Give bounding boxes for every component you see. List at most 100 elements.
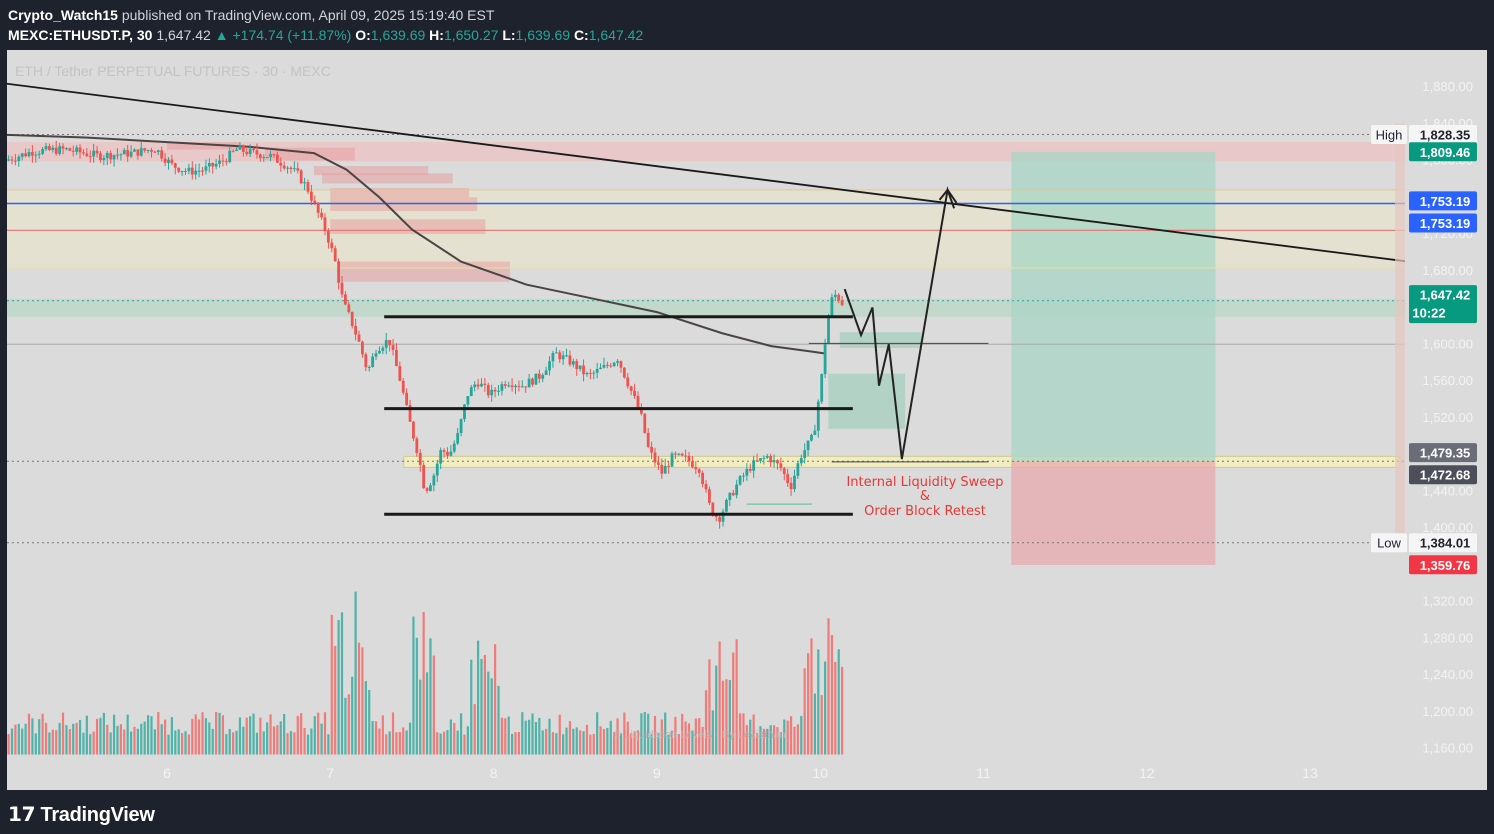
candle-body: [612, 362, 616, 367]
volume-bar: [476, 640, 480, 755]
volume-bar: [225, 734, 228, 755]
candle-body: [762, 457, 766, 459]
candle-body: [527, 378, 531, 388]
candle-body: [554, 352, 558, 354]
candle-body: [184, 170, 187, 172]
volume-bar: [511, 733, 514, 755]
volume-bar: [803, 668, 806, 755]
candle-body: [231, 150, 235, 152]
symbol-label[interactable]: MEXC:ETHUSDT.P, 30: [8, 27, 153, 43]
candle-body: [493, 389, 497, 392]
volume-bar: [456, 730, 459, 755]
volume-bar: [640, 713, 643, 755]
candle-body: [466, 396, 470, 405]
volume-bar: [653, 715, 657, 755]
volume-bar: [789, 716, 793, 755]
volume-bar: [109, 732, 112, 755]
footer-bar: ⁠𝟭𝟳 TradingView: [0, 790, 1494, 834]
volume-bar: [34, 733, 37, 755]
candle-body: [742, 475, 745, 477]
volume-bar: [150, 716, 153, 755]
volume-bar: [58, 722, 61, 755]
candle-body: [765, 456, 769, 458]
low-price-tag-bg: [1409, 533, 1477, 553]
volume-bar: [252, 713, 255, 755]
volume-bar: [650, 734, 653, 755]
volume-bar: [786, 720, 789, 755]
candle-body: [500, 384, 504, 391]
volume-bar: [728, 680, 731, 755]
volume-bar: [599, 726, 602, 755]
author-name[interactable]: Crypto_Watch15: [8, 7, 118, 23]
candle-body: [408, 405, 412, 422]
y-tick-label: 1,200.00: [1422, 704, 1473, 719]
candle-body: [51, 147, 55, 150]
candle-body: [326, 231, 330, 243]
volume-bar: [463, 734, 466, 755]
volume-bar: [613, 732, 616, 755]
volume-bar: [524, 720, 527, 755]
candle-body: [704, 484, 708, 490]
candle-body: [405, 392, 409, 406]
volume-bar: [657, 733, 660, 755]
candle-body: [769, 456, 773, 463]
candle-body: [656, 462, 660, 465]
volume-bar: [667, 734, 670, 755]
volume-bar: [422, 612, 425, 755]
volume-bar: [507, 716, 510, 755]
volume-bar: [95, 718, 99, 755]
volume-bar: [830, 634, 834, 755]
target-price-tag-bg: [1409, 142, 1477, 162]
candle-body: [469, 387, 473, 397]
price-chart[interactable]: 1,880.001,840.001,800.001,760.001,720.00…: [7, 50, 1487, 790]
chart-area[interactable]: 1,880.001,840.001,800.001,760.001,720.00…: [7, 50, 1487, 790]
blue-price-tag-1-bg: [1409, 191, 1477, 211]
candle-body: [299, 170, 303, 184]
candle-body: [731, 492, 735, 496]
candle-body: [571, 361, 575, 365]
blue-price-tag-1: 1,753.19: [1420, 194, 1471, 209]
volume-bar: [834, 661, 837, 755]
y-tick-label: 1,440.00: [1422, 483, 1473, 498]
candle-body: [241, 145, 245, 152]
volume-bar: [769, 725, 772, 755]
y-tick-label: 1,880.00: [1422, 79, 1473, 94]
tradingview-logo[interactable]: ⁠𝟭𝟳 TradingView: [8, 802, 155, 827]
volume-bar: [551, 732, 555, 755]
x-tick-label: 10: [812, 765, 828, 781]
candle-body: [840, 300, 844, 306]
volume-bar: [439, 733, 442, 755]
volume-bar: [174, 730, 177, 755]
candle-body: [796, 463, 800, 476]
volume-bar: [323, 712, 327, 755]
candle-body: [20, 153, 24, 157]
volume-bar: [160, 724, 163, 755]
candle-body: [194, 170, 198, 175]
candle-body: [58, 146, 62, 154]
volume-bar: [293, 732, 296, 755]
volume-bar: [643, 712, 646, 755]
candle-body: [616, 361, 619, 363]
x-tick-label: 13: [1302, 765, 1318, 781]
candle-body: [255, 150, 259, 155]
candle-body: [755, 460, 759, 462]
volume-bar: [721, 680, 725, 755]
volume-bar: [395, 732, 398, 755]
volume-bar: [596, 712, 599, 755]
chart-header: Crypto_Watch15 published on TradingView.…: [0, 0, 1494, 50]
y-tick-label: 1,320.00: [1422, 594, 1473, 609]
candle-body: [806, 440, 810, 451]
x-tick-label: 9: [653, 765, 661, 781]
volume-bar: [269, 714, 272, 755]
high-value: 1,650.27: [443, 27, 499, 43]
volume-bar: [235, 730, 238, 755]
volume-bar: [198, 719, 201, 755]
candle-body: [248, 148, 252, 155]
volume-bar: [388, 731, 391, 755]
candle-body: [735, 484, 739, 496]
candle-body: [503, 384, 507, 386]
volume-bar: [153, 729, 156, 755]
candle-body: [442, 450, 446, 452]
target-price-tag: 1,809.46: [1420, 145, 1471, 160]
candle-body: [133, 149, 136, 152]
